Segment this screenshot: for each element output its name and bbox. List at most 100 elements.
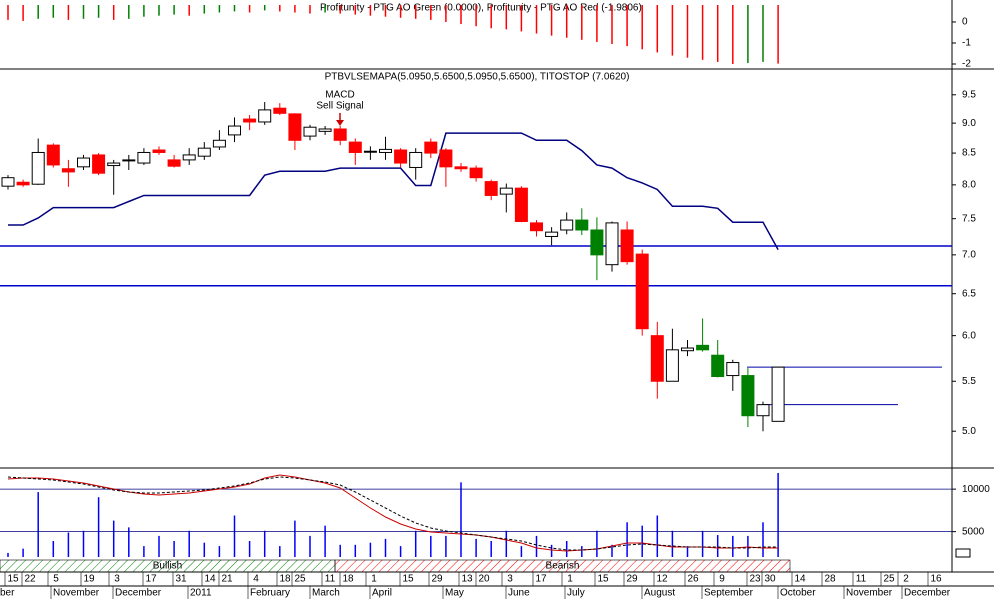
month-label: November — [53, 588, 100, 599]
month-label: June — [508, 588, 530, 599]
y-tick-label: 5.0 — [962, 426, 976, 437]
day-label: 16 — [930, 574, 942, 585]
candle-body — [439, 149, 453, 168]
candle-body — [605, 222, 619, 266]
y-tick-label: 5000 — [962, 526, 985, 537]
day-label: 15 — [7, 574, 19, 585]
day-label: 1 — [567, 574, 573, 585]
month-label: July — [567, 588, 585, 599]
candle-body — [545, 231, 559, 237]
candle-body — [212, 139, 226, 148]
y-tick-label: 9.5 — [962, 89, 976, 100]
y-tick-label: 6.5 — [962, 288, 976, 299]
candle-body — [303, 126, 317, 137]
day-label: 20 — [478, 574, 490, 585]
month-label: August — [644, 588, 675, 599]
y-tick-label: -2 — [962, 59, 971, 70]
candle-body — [46, 144, 60, 166]
day-label: 25 — [294, 574, 306, 585]
day-label: 18 — [279, 574, 291, 585]
day-label: 11 — [325, 574, 336, 585]
candle-body — [409, 151, 423, 168]
day-label: 29 — [431, 574, 443, 585]
day-label: 14 — [204, 574, 216, 585]
candle-body — [741, 375, 755, 417]
candle-body — [590, 229, 604, 256]
candle-body — [318, 128, 332, 132]
day-label: 25 — [883, 574, 895, 585]
day-label: 5 — [53, 574, 59, 585]
day-label: 31 — [175, 574, 187, 585]
candle-body — [484, 181, 498, 196]
candle-body — [726, 362, 740, 377]
candle-body — [273, 107, 287, 114]
regime-band — [334, 559, 791, 573]
candle-body — [394, 149, 408, 164]
candle-body — [665, 349, 679, 382]
month-label: September — [704, 588, 754, 599]
y-tick-label: -1 — [962, 38, 971, 49]
candle-body — [499, 187, 513, 195]
candle-body — [771, 366, 785, 422]
stop-line — [8, 132, 779, 250]
candle-body — [650, 335, 664, 382]
day-label: 26 — [687, 574, 699, 585]
day-label: 2 — [903, 574, 909, 585]
day-label: 14 — [794, 574, 806, 585]
y-tick-label: 6.0 — [962, 330, 976, 341]
month-label: December — [904, 588, 951, 599]
candle-body — [1, 177, 15, 187]
candle-body — [197, 147, 211, 157]
macd-line — [7, 476, 779, 551]
month-label: 2011 — [190, 588, 212, 599]
day-label: 18 — [342, 574, 354, 585]
regime-label: Bullish — [153, 561, 182, 572]
day-label: 9 — [719, 574, 725, 585]
candle-body — [258, 109, 272, 123]
day-label: 11 — [856, 574, 867, 585]
y-tick-label: 10000 — [962, 484, 990, 495]
candle-body — [363, 150, 377, 153]
candle-body — [107, 162, 121, 167]
month-label: April — [372, 588, 392, 599]
month-label: ber — [0, 588, 15, 599]
y-tick-label: 8.0 — [962, 180, 976, 191]
day-label: 15 — [402, 574, 414, 585]
annotation: MACD — [325, 90, 354, 101]
scale-icon — [955, 548, 971, 558]
month-label: May — [445, 588, 464, 599]
candle-body — [575, 219, 589, 231]
day-label: 3 — [507, 574, 513, 585]
y-tick-label: 7.5 — [962, 213, 976, 224]
month-label: November — [846, 588, 893, 599]
candle-body — [182, 154, 196, 161]
candle-body — [635, 253, 649, 330]
candle-body — [16, 181, 30, 186]
day-label: 15 — [597, 574, 609, 585]
candle-body — [333, 128, 347, 141]
month-label: March — [312, 588, 340, 599]
day-label: 13 — [461, 574, 473, 585]
candle-body — [696, 344, 710, 351]
day-label: 29 — [626, 574, 638, 585]
candle-body — [348, 141, 362, 153]
day-label: 30 — [764, 574, 776, 585]
day-label: 3 — [114, 574, 120, 585]
price-title: PTBVLSEMAPA(5.0950,5.6500,5.0950,5.6500)… — [325, 72, 630, 83]
day-label: 28 — [824, 574, 836, 585]
day-label: 21 — [221, 574, 233, 585]
day-label: 17 — [535, 574, 547, 585]
y-tick-label: 8.5 — [962, 148, 976, 159]
candle-body — [469, 167, 483, 179]
candle-body — [681, 347, 694, 352]
regime-label: Bearish — [546, 561, 580, 572]
day-label: 4 — [253, 574, 259, 585]
candle-body — [288, 113, 302, 141]
candle-body — [379, 148, 392, 153]
month-label: December — [115, 588, 162, 599]
day-label: 23 — [749, 574, 761, 585]
candle-body — [620, 229, 634, 263]
candle-body — [77, 157, 90, 168]
candle-body — [61, 168, 75, 173]
